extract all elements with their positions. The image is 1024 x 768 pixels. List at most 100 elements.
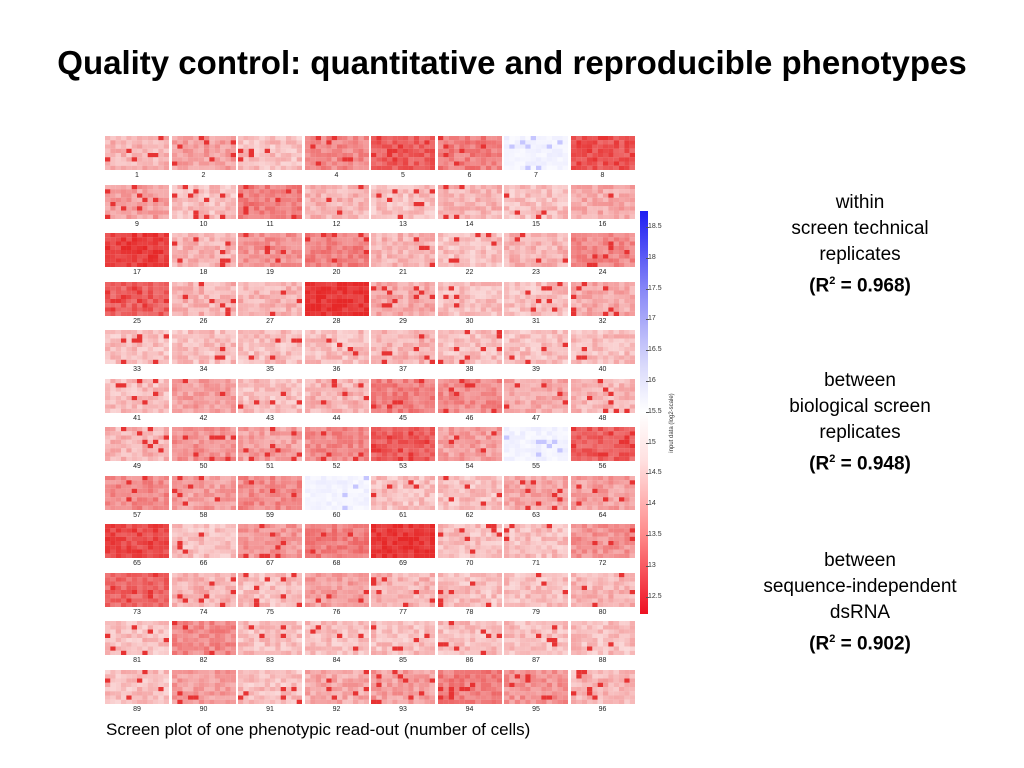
note-line: screen technical — [791, 218, 929, 239]
plate-number: 62 — [465, 511, 474, 519]
colorbar-tick: 14.5 — [646, 469, 662, 477]
plate-5: 5 — [371, 136, 435, 179]
note-line: within — [835, 192, 885, 213]
plate-number: 75 — [266, 608, 274, 616]
plate-number: 27 — [266, 317, 274, 325]
plate-number: 57 — [133, 511, 141, 519]
plate-72: 72 — [570, 524, 635, 567]
colorbar-tick: 15.5 — [646, 407, 662, 415]
plate-40: 40 — [570, 330, 635, 373]
plate-number: 44 — [332, 414, 341, 422]
note-line: replicates — [819, 422, 901, 443]
plate-heatmap — [238, 184, 302, 219]
plate-46: 46 — [437, 378, 502, 422]
plate-number: 64 — [598, 511, 607, 519]
plate-62: 62 — [437, 475, 502, 519]
colorbar-tick: 18 — [646, 253, 656, 261]
plate-number: 68 — [332, 560, 341, 567]
plate-heatmap — [371, 669, 435, 704]
plate-heatmap — [437, 330, 502, 364]
plate-heatmap — [437, 572, 502, 607]
plate-73: 73 — [105, 572, 169, 616]
plate-heatmap — [105, 330, 169, 364]
plate-heatmap — [105, 233, 169, 267]
plate-number: 33 — [133, 366, 141, 373]
plate-26: 26 — [171, 281, 236, 325]
plate-29: 29 — [371, 281, 435, 325]
plate-number: 76 — [332, 608, 341, 616]
plate-heatmap — [570, 427, 635, 461]
plate-number: 41 — [133, 414, 141, 422]
plate-47: 47 — [504, 378, 568, 422]
plate-number: 31 — [532, 317, 540, 325]
plate-heatmap — [238, 378, 302, 413]
plate-number: 91 — [266, 705, 274, 713]
plate-heatmap — [238, 621, 302, 655]
colorbar-tick: 18.5 — [646, 223, 662, 230]
plate-27: 27 — [238, 281, 302, 325]
plate-heatmap — [304, 427, 369, 461]
plate-number: 86 — [465, 657, 474, 664]
plate-number: 77 — [399, 608, 407, 616]
plate-93: 93 — [371, 669, 435, 713]
plate-69: 69 — [371, 524, 435, 567]
plate-number: 50 — [199, 463, 208, 470]
plate-65: 65 — [105, 524, 169, 567]
figure-caption: Screen plot of one phenotypic read-out (… — [106, 720, 531, 739]
note-line: between — [824, 370, 896, 391]
plate-number: 93 — [399, 705, 407, 713]
plate-number: 83 — [266, 657, 274, 664]
plate-83: 83 — [238, 621, 302, 664]
plate-heatmap — [304, 281, 369, 316]
plate-number: 45 — [399, 414, 407, 422]
plate-heatmap — [371, 427, 435, 461]
plate-heatmap — [105, 669, 169, 704]
plate-50: 50 — [171, 427, 236, 470]
plate-heatmap — [504, 669, 568, 704]
plate-heatmap — [504, 233, 568, 267]
note-line: dsRNA — [829, 602, 891, 623]
plate-55: 55 — [504, 427, 568, 470]
plate-heatmap — [371, 378, 435, 413]
plate-number: 58 — [199, 511, 208, 519]
plate-number: 59 — [266, 511, 274, 519]
plate-heatmap — [437, 233, 502, 267]
note-line: between — [824, 550, 896, 571]
plate-30: 30 — [437, 281, 502, 325]
plate-number: 92 — [332, 705, 341, 713]
plate-heatmap — [437, 524, 502, 558]
plate-heatmap — [304, 330, 369, 364]
plate-number: 35 — [266, 366, 274, 373]
plate-number: 37 — [399, 366, 407, 373]
plate-34: 34 — [171, 330, 236, 373]
note-dsrna: between sequence-independent dsRNA (R2 =… — [740, 548, 980, 657]
plate-heatmap — [171, 378, 236, 413]
plate-number: 51 — [266, 463, 274, 470]
plate-91: 91 — [238, 669, 302, 713]
note-line: replicates — [819, 244, 901, 265]
plate-heatmap — [504, 281, 568, 316]
plate-79: 79 — [504, 572, 568, 616]
plate-85: 85 — [371, 621, 435, 664]
plate-number: 74 — [199, 608, 208, 616]
plate-heatmap — [171, 136, 236, 170]
plate-number: 38 — [465, 366, 474, 373]
plate-number: 95 — [532, 705, 540, 713]
plate-heatmap — [371, 621, 435, 655]
colorbar-tick: 14 — [646, 500, 656, 508]
plate-25: 25 — [105, 281, 169, 325]
plate-35: 35 — [238, 330, 302, 373]
plate-number: 25 — [133, 317, 141, 325]
plate-number: 29 — [399, 317, 407, 325]
plate-16: 16 — [570, 184, 635, 228]
plate-number: 12 — [332, 220, 341, 228]
plate-heatmap — [171, 427, 236, 461]
plate-heatmap — [504, 427, 568, 461]
plate-number: 16 — [598, 220, 607, 228]
plate-heatmap — [371, 475, 435, 510]
plate-number: 46 — [465, 414, 474, 422]
plate-number: 7 — [534, 172, 538, 179]
plate-heatmap — [105, 427, 169, 461]
plate-heatmap — [171, 669, 236, 704]
plate-11: 11 — [238, 184, 302, 228]
